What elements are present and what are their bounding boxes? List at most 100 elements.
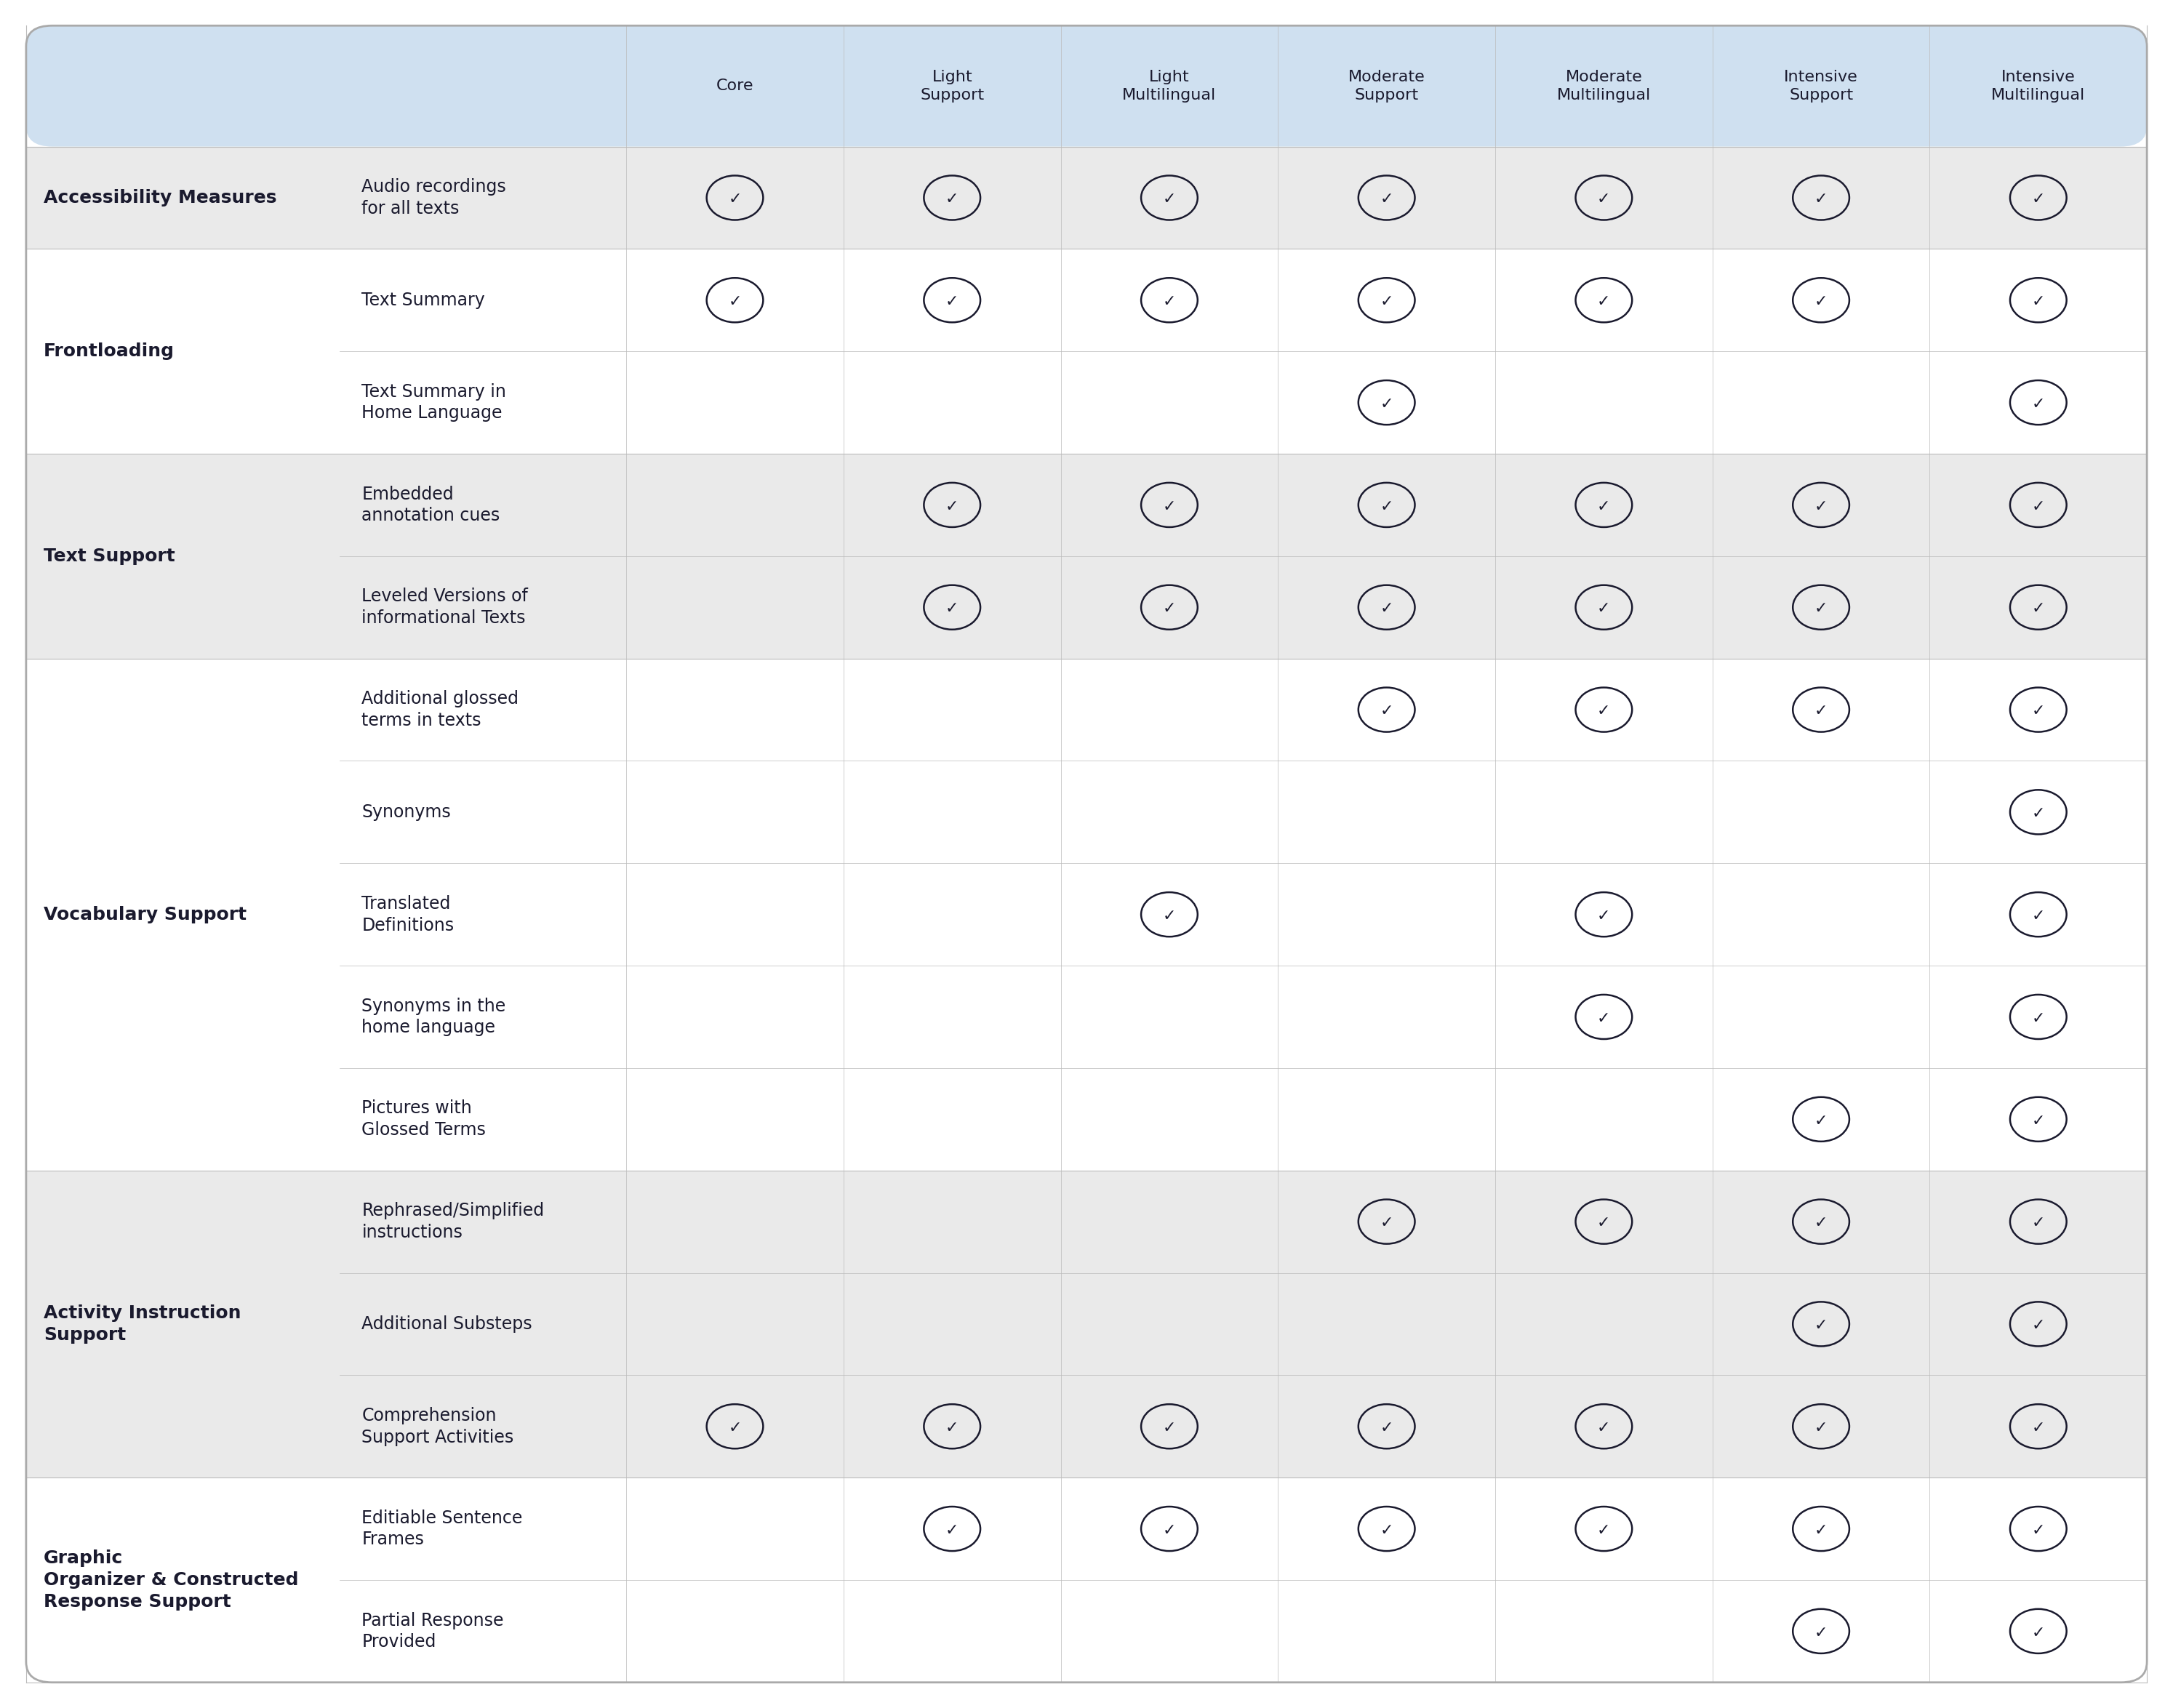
Bar <box>26 760 2147 863</box>
Text: ✓: ✓ <box>1814 1524 1827 1537</box>
Bar <box>26 1375 2147 1477</box>
Text: ✓: ✓ <box>1597 1011 1610 1027</box>
Text: ✓: ✓ <box>945 499 958 514</box>
Text: ✓: ✓ <box>1597 704 1610 719</box>
Text: ✓: ✓ <box>1597 1216 1610 1231</box>
Text: Rephrased/Simplified
instructions: Rephrased/Simplified instructions <box>361 1202 543 1242</box>
Text: Moderate
Multilingual: Moderate Multilingual <box>1556 70 1651 102</box>
Bar <box>26 863 2147 965</box>
Text: Light
Multilingual: Light Multilingual <box>1123 70 1217 102</box>
Text: ✓: ✓ <box>2032 1114 2045 1129</box>
Bar <box>26 659 2147 760</box>
Text: Synonyms in the
home language: Synonyms in the home language <box>361 997 506 1037</box>
Text: ✓: ✓ <box>1163 1421 1176 1435</box>
Bar <box>26 1068 2147 1170</box>
Text: ✓: ✓ <box>945 601 958 617</box>
Text: Text Support: Text Support <box>43 547 174 565</box>
Bar <box>26 249 2147 352</box>
Text: ✓: ✓ <box>1597 294 1610 309</box>
Text: ✓: ✓ <box>1597 193 1610 207</box>
Text: ✓: ✓ <box>945 1524 958 1537</box>
Text: ✓: ✓ <box>728 1421 741 1435</box>
Text: ✓: ✓ <box>2032 499 2045 514</box>
Text: ✓: ✓ <box>945 1421 958 1435</box>
Text: ✓: ✓ <box>1597 909 1610 924</box>
Text: Additional glossed
terms in texts: Additional glossed terms in texts <box>361 690 519 729</box>
Text: ✓: ✓ <box>1163 601 1176 617</box>
Text: Audio recordings
for all texts: Audio recordings for all texts <box>361 178 506 217</box>
Text: Leveled Versions of
informational Texts: Leveled Versions of informational Texts <box>361 588 528 627</box>
Text: ✓: ✓ <box>1380 1421 1393 1435</box>
Text: Vocabulary Support: Vocabulary Support <box>43 905 246 924</box>
Text: ✓: ✓ <box>2032 396 2045 412</box>
Text: ✓: ✓ <box>1814 294 1827 309</box>
Text: ✓: ✓ <box>728 193 741 207</box>
Text: ✓: ✓ <box>2032 1626 2045 1640</box>
Text: Text Summary in
Home Language: Text Summary in Home Language <box>361 383 506 422</box>
Text: ✓: ✓ <box>1163 499 1176 514</box>
Bar <box>26 454 2147 557</box>
Text: ✓: ✓ <box>1814 704 1827 719</box>
Text: ✓: ✓ <box>1163 909 1176 924</box>
Text: Text Summary: Text Summary <box>361 292 485 309</box>
Text: ✓: ✓ <box>1814 1319 1827 1332</box>
Text: Partial Response
Provided: Partial Response Provided <box>361 1612 504 1650</box>
Text: Graphic
Organizer & Constructed
Response Support: Graphic Organizer & Constructed Response… <box>43 1549 298 1611</box>
FancyBboxPatch shape <box>26 26 2147 147</box>
Text: ✓: ✓ <box>1380 193 1393 207</box>
Text: Intensive
Multilingual: Intensive Multilingual <box>1990 70 2086 102</box>
Bar <box>26 1580 2147 1682</box>
Text: ✓: ✓ <box>1163 294 1176 309</box>
Text: ✓: ✓ <box>1163 193 1176 207</box>
Text: Pictures with
Glossed Terms: Pictures with Glossed Terms <box>361 1100 487 1139</box>
Text: Embedded
annotation cues: Embedded annotation cues <box>361 485 500 524</box>
Text: ✓: ✓ <box>1814 1114 1827 1129</box>
Text: ✓: ✓ <box>1163 1524 1176 1537</box>
Text: ✓: ✓ <box>1380 601 1393 617</box>
Bar <box>26 352 2147 454</box>
Text: Translated
Definitions: Translated Definitions <box>361 895 454 934</box>
Text: Activity Instruction
Support: Activity Instruction Support <box>43 1305 241 1344</box>
Text: ✓: ✓ <box>1814 1216 1827 1231</box>
Text: ✓: ✓ <box>2032 1319 2045 1332</box>
Text: ✓: ✓ <box>2032 1011 2045 1027</box>
Text: ✓: ✓ <box>1597 1524 1610 1537</box>
Bar <box>26 1477 2147 1580</box>
Bar <box>26 965 2147 1068</box>
Bar <box>26 1272 2147 1375</box>
Text: Core: Core <box>717 79 754 94</box>
Text: ✓: ✓ <box>1814 499 1827 514</box>
Text: Additional Substeps: Additional Substeps <box>361 1315 532 1332</box>
Text: ✓: ✓ <box>1597 601 1610 617</box>
Text: ✓: ✓ <box>945 193 958 207</box>
Text: ✓: ✓ <box>1814 193 1827 207</box>
Text: ✓: ✓ <box>1597 1421 1610 1435</box>
Text: Intensive
Support: Intensive Support <box>1784 70 1858 102</box>
Text: ✓: ✓ <box>2032 1421 2045 1435</box>
Text: Accessibility Measures: Accessibility Measures <box>43 190 276 207</box>
Text: ✓: ✓ <box>2032 294 2045 309</box>
Bar <box>26 557 2147 659</box>
Text: ✓: ✓ <box>2032 1216 2045 1231</box>
Text: Synonyms: Synonyms <box>361 803 452 822</box>
Text: ✓: ✓ <box>945 294 958 309</box>
Text: ✓: ✓ <box>1380 499 1393 514</box>
Text: ✓: ✓ <box>2032 909 2045 924</box>
Text: ✓: ✓ <box>1814 601 1827 617</box>
Text: ✓: ✓ <box>1380 396 1393 412</box>
Text: ✓: ✓ <box>1380 1524 1393 1537</box>
Text: ✓: ✓ <box>1380 1216 1393 1231</box>
Text: Moderate
Support: Moderate Support <box>1347 70 1425 102</box>
Text: ✓: ✓ <box>1380 704 1393 719</box>
Text: Light
Support: Light Support <box>919 70 984 102</box>
Text: ✓: ✓ <box>1814 1421 1827 1435</box>
Bar <box>26 147 2147 249</box>
Bar <box>26 1170 2147 1272</box>
Text: ✓: ✓ <box>1597 499 1610 514</box>
Text: ✓: ✓ <box>2032 806 2045 822</box>
Text: ✓: ✓ <box>1380 294 1393 309</box>
Text: Frontloading: Frontloading <box>43 343 174 360</box>
Text: Editiable Sentence
Frames: Editiable Sentence Frames <box>361 1510 524 1549</box>
Text: ✓: ✓ <box>2032 704 2045 719</box>
Text: ✓: ✓ <box>728 294 741 309</box>
